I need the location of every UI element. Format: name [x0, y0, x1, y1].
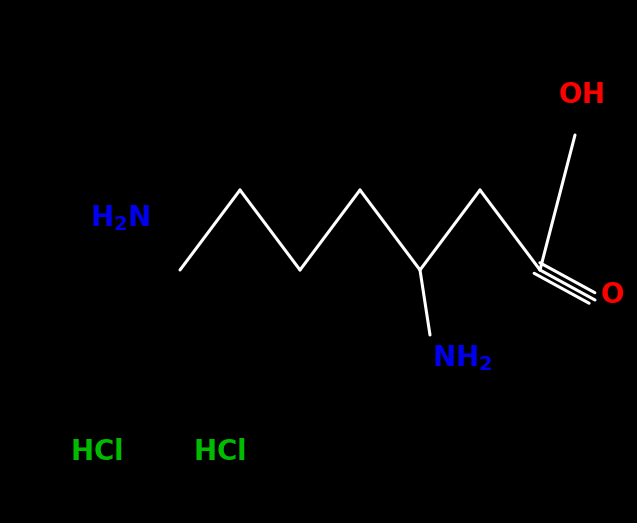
Text: $\mathbf{OH}$: $\mathbf{OH}$	[558, 81, 605, 109]
Text: $\mathbf{O}$: $\mathbf{O}$	[600, 281, 624, 309]
Text: $\mathbf{HCl}$: $\mathbf{HCl}$	[193, 438, 246, 466]
Text: $\mathbf{HCl}$: $\mathbf{HCl}$	[70, 438, 123, 466]
Text: $\mathbf{NH_2}$: $\mathbf{NH_2}$	[432, 343, 492, 373]
Text: $\mathbf{H_2N}$: $\mathbf{H_2N}$	[90, 203, 150, 233]
